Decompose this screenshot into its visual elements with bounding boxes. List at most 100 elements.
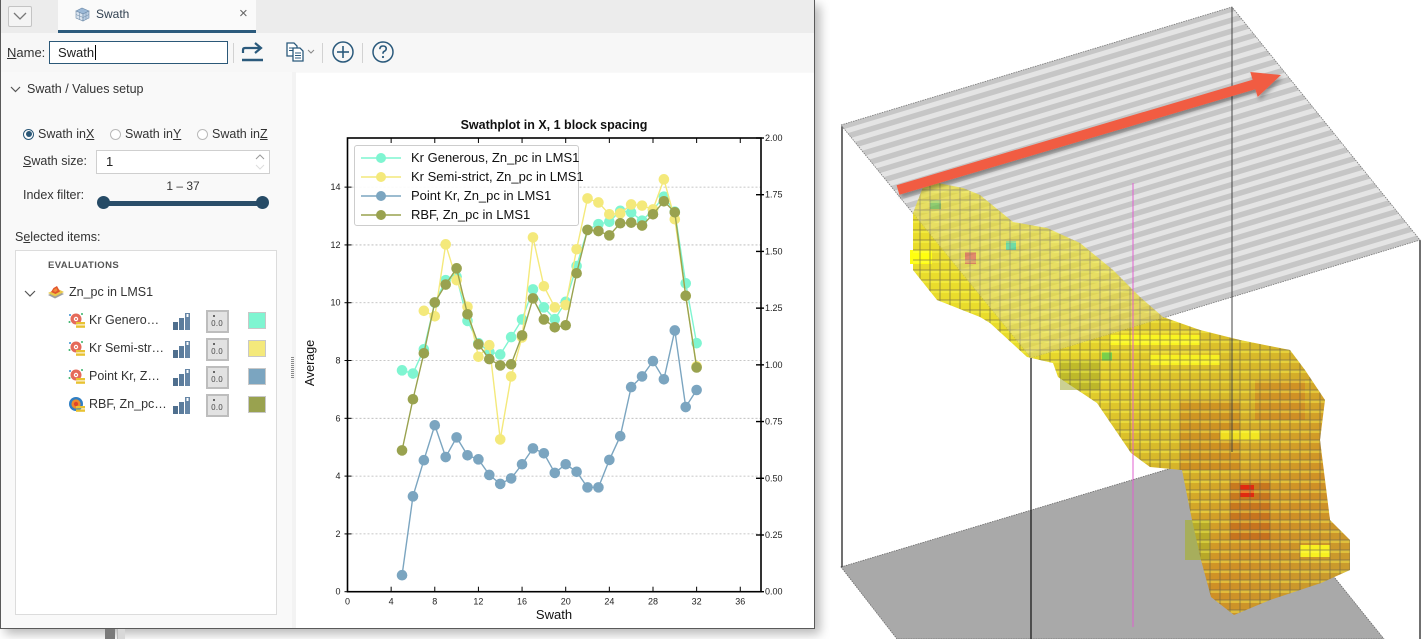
tree-parent-row[interactable]: Zn_pc in LMS1 — [16, 280, 276, 306]
chevron-down-icon[interactable] — [24, 290, 36, 298]
collapse-panel-button[interactable] — [8, 6, 32, 27]
selected-items-tree: EVALUATIONS Zn_pc in LMS1 Kr Gen — [15, 250, 277, 615]
data-point — [604, 208, 615, 220]
legend-label: RBF, Zn_pc in LMS1 — [411, 207, 531, 222]
radio-swath-in-x[interactable]: Swath in X — [23, 127, 94, 141]
radio-circle — [23, 128, 34, 140]
data-point — [418, 347, 430, 359]
value-format-button[interactable]: 0.0 — [206, 394, 229, 417]
x-tick-label: 20 — [561, 597, 571, 607]
data-point — [680, 401, 692, 413]
radio-swath-in-y[interactable]: Swath in Y — [110, 127, 181, 141]
data-point — [527, 284, 539, 295]
data-point — [593, 225, 604, 237]
color-swatch[interactable] — [248, 340, 266, 357]
color-swatch[interactable] — [248, 312, 266, 329]
data-point — [582, 224, 593, 236]
swath-size-input[interactable]: 1 — [96, 150, 270, 174]
splitter-handle[interactable] — [291, 357, 294, 378]
data-point — [494, 434, 506, 445]
close-icon[interactable]: × — [239, 5, 248, 22]
data-point — [451, 432, 462, 443]
tab-swath[interactable]: Swath × — [58, 0, 256, 33]
color-swatch[interactable] — [248, 396, 266, 413]
swath-size-label-text: wath size: — [31, 154, 87, 168]
data-point — [571, 243, 582, 255]
data-point — [571, 466, 582, 478]
dot-icon — [213, 371, 215, 373]
radio-label: Swath in — [212, 127, 260, 141]
add-button[interactable] — [330, 39, 356, 65]
index-filter-slider[interactable] — [103, 201, 263, 206]
data-point — [658, 174, 670, 185]
bar-chart-icon[interactable] — [173, 340, 191, 358]
y-tick-label: 4 — [335, 471, 340, 481]
bar-chart-icon[interactable] — [173, 312, 191, 330]
copy-button[interactable] — [283, 39, 317, 65]
value-format-label: 0.0 — [211, 319, 223, 328]
name-input[interactable]: Swath — [49, 41, 228, 64]
data-point — [538, 447, 550, 459]
section-swath-values-setup[interactable]: Swath / Values setup — [10, 82, 144, 96]
swath-window: Swath × Name: Swath — [0, 0, 815, 629]
text-caret — [95, 45, 97, 60]
bar-chart-icon[interactable] — [173, 368, 191, 386]
data-point — [614, 217, 626, 229]
data-point — [636, 200, 648, 211]
data-point — [527, 232, 539, 243]
data-point — [494, 360, 506, 371]
tree-child-row[interactable]: Kr Semi-str… 0.0 — [16, 336, 276, 362]
help-button[interactable] — [370, 39, 396, 65]
y-tick-label: 6 — [335, 413, 340, 423]
y-tick-label: 10 — [330, 298, 340, 308]
tree-child-row[interactable]: Kr Genero… 0.0 — [16, 308, 276, 334]
name-label-mnemonic: N — [7, 45, 17, 60]
radio-mnemonic: Z — [259, 127, 268, 141]
data-point — [418, 454, 430, 466]
data-point — [604, 216, 615, 228]
x-tick-label: 8 — [432, 597, 437, 607]
value-format-button[interactable]: 0.0 — [206, 366, 229, 389]
index-filter-range: 1 – 37 — [166, 179, 200, 193]
bar-chart-icon[interactable] — [173, 396, 191, 414]
data-point — [604, 230, 615, 241]
value-format-label: 0.0 — [211, 347, 223, 356]
chart-y-axis-label: Average — [303, 339, 317, 387]
chart-x-axis-label: Swath — [535, 607, 573, 622]
background-scrollbar-thumb[interactable] — [105, 629, 115, 639]
tree-child-row[interactable]: Point Kr, Z… 0.0 — [16, 364, 276, 390]
data-point — [560, 319, 572, 331]
data-point — [614, 208, 626, 219]
y-tick-label: 14 — [330, 182, 340, 192]
x-tick-label: 12 — [473, 597, 483, 607]
tree-child-row[interactable]: RBF, Zn_pc… 0.0 — [16, 392, 276, 418]
splitter[interactable] — [292, 72, 296, 628]
value-format-button[interactable]: 0.0 — [206, 310, 229, 333]
label-part: S — [15, 230, 24, 244]
data-point — [473, 454, 484, 465]
slider-handle-low[interactable] — [97, 196, 110, 209]
toolbar-separator — [322, 43, 323, 63]
color-swatch[interactable] — [248, 368, 266, 385]
slider-handle-high[interactable] — [256, 196, 269, 209]
x-tick-label: 28 — [648, 597, 658, 607]
y2-tick-label: 1.25 — [765, 303, 783, 313]
spinner-arrows-icon[interactable] — [255, 153, 265, 171]
data-point — [396, 445, 408, 456]
legend-marker-icon — [361, 191, 401, 201]
data-point — [494, 478, 506, 490]
data-point — [418, 305, 430, 317]
dot-icon — [213, 315, 215, 317]
data-point — [582, 193, 593, 204]
x-tick-label: 0 — [345, 597, 350, 607]
data-point — [549, 302, 561, 313]
y2-tick-label: 0.25 — [765, 530, 783, 540]
y-tick-label: 8 — [335, 356, 340, 366]
background-scrollbar-track[interactable] — [117, 629, 125, 639]
radio-swath-in-z[interactable]: Swath in Z — [197, 127, 268, 141]
share-button[interactable] — [239, 39, 267, 65]
value-format-button[interactable]: 0.0 — [206, 338, 229, 361]
data-point — [538, 314, 550, 325]
y2-tick-label: 1.50 — [765, 246, 783, 256]
3d-scene-view[interactable] — [830, 0, 1424, 639]
